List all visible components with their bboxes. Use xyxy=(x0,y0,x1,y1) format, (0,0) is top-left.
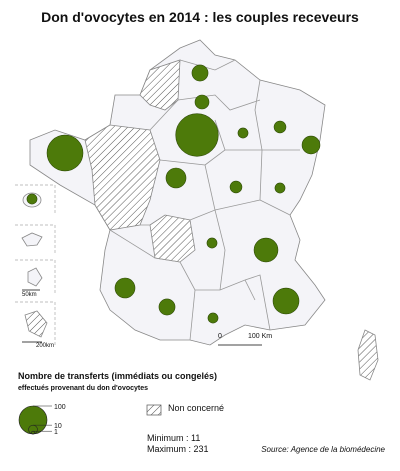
minimum-label: Minimum : 11 xyxy=(147,433,200,443)
bubble xyxy=(253,237,279,263)
hatch-legend-label: Non concerné xyxy=(168,403,224,413)
maximum-label: Maximum : 231 xyxy=(147,444,209,454)
inset-martinique xyxy=(27,267,43,287)
legend-size-label: 100 xyxy=(54,404,66,411)
bubble xyxy=(206,237,218,249)
bubble xyxy=(273,120,287,134)
hatched-region xyxy=(357,329,379,381)
legend-title: Nombre de transferts (immédiats ou conge… xyxy=(18,371,217,381)
scale-label: 50km xyxy=(22,292,37,298)
hatch-swatch xyxy=(146,404,162,416)
bubble xyxy=(26,193,38,205)
france-outline xyxy=(29,39,326,346)
bubble xyxy=(237,127,249,139)
inset-guadeloupe xyxy=(21,232,43,247)
bubble xyxy=(272,287,300,315)
legend-size-label: 10 xyxy=(54,423,62,430)
bubble xyxy=(46,134,84,172)
bubble xyxy=(207,312,219,324)
legend-size-label: 1 xyxy=(54,429,58,436)
bubble xyxy=(194,94,210,110)
scale-label: 200km xyxy=(36,343,54,349)
bubble xyxy=(175,113,219,157)
source: Source: Agence de la biomédecine xyxy=(261,445,385,454)
legend-subtitle: effectués provenant du don d'ovocytes xyxy=(18,385,148,392)
scale-label: 0 xyxy=(218,333,222,340)
title: Don d'ovocytes en 2014 : les couples rec… xyxy=(41,9,359,25)
bubble xyxy=(114,277,136,299)
scale-label: 100 Km xyxy=(248,333,272,340)
bubble xyxy=(191,64,209,82)
region-borders xyxy=(109,59,300,341)
hatched-region xyxy=(84,124,161,231)
legend-bubble xyxy=(18,405,48,435)
bubble xyxy=(301,135,321,155)
bubble xyxy=(229,180,243,194)
bubble xyxy=(158,298,176,316)
bubble xyxy=(165,167,187,189)
hatched-region xyxy=(149,214,196,263)
bubble xyxy=(274,182,286,194)
inset-guyane xyxy=(24,310,48,338)
